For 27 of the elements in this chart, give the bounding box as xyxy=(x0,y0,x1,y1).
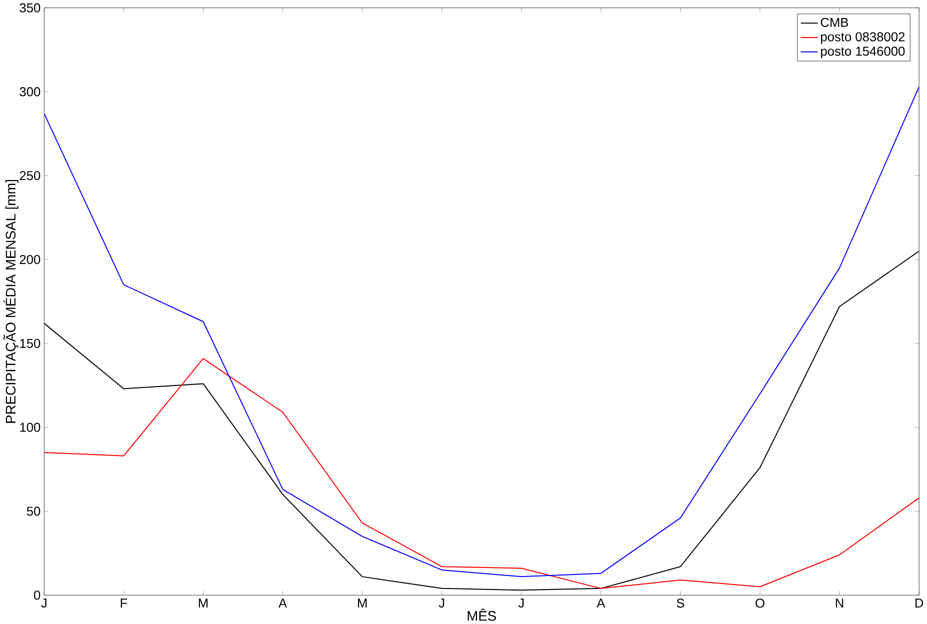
x-tick-label: J xyxy=(438,598,444,608)
y-tick-label: 300 xyxy=(20,87,40,96)
x-tick-label: M xyxy=(198,598,208,608)
x-tick-label: N xyxy=(836,598,844,608)
x-tick-label: J xyxy=(518,598,524,608)
y-tick-label: 50 xyxy=(26,506,40,516)
legend-label: CMB xyxy=(820,18,848,27)
x-tick-label: D xyxy=(915,598,924,608)
line-series xyxy=(44,86,920,578)
y-tick-label: 100 xyxy=(20,422,40,432)
y-tick-label: 350 xyxy=(20,3,40,12)
x-tick-label: O xyxy=(756,598,764,608)
x-tick-label: A xyxy=(596,598,606,608)
legend-label: posto 1546000 xyxy=(821,46,905,58)
line-series xyxy=(44,358,920,589)
legend-label: posto 0838002 xyxy=(821,32,905,44)
y-tick-label: 250 xyxy=(20,171,40,180)
x-tick-label: S xyxy=(676,598,684,608)
x-tick-label: M xyxy=(358,598,367,608)
y-tick-label: 0 xyxy=(34,590,40,600)
x-axis-title: MÊS xyxy=(468,608,496,621)
y-tick-label: 200 xyxy=(20,254,40,264)
y-axis-title: PRECIPITAÇÃO MÉDIA MENSAL [mm] xyxy=(3,180,18,423)
x-tick-label: F xyxy=(120,598,128,608)
y-tick-label: 150 xyxy=(20,338,40,348)
x-tick-label: J xyxy=(41,598,46,608)
x-tick-label: A xyxy=(278,598,288,608)
